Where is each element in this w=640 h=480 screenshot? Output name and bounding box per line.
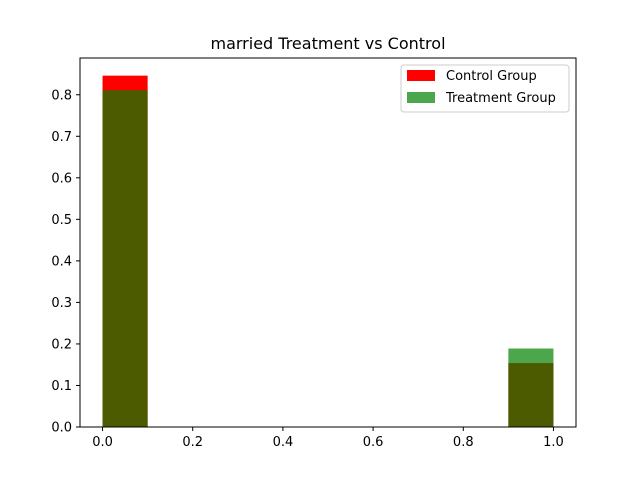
x-tick-label-1: 0.2	[182, 435, 203, 450]
legend-label-control: Control Group	[446, 69, 537, 84]
bar-treatment-0	[102, 90, 148, 427]
y-tick-label-0: 0.0	[51, 421, 72, 436]
legend-frame	[400, 64, 570, 113]
bar-treatment-1	[508, 348, 554, 427]
y-tick-label-4: 0.4	[51, 254, 72, 269]
y-tick-label-1: 0.1	[51, 379, 72, 394]
x-tick-label-4: 0.8	[453, 435, 474, 450]
plot-frame	[79, 57, 577, 428]
legend: Control Group Treatment Group	[400, 64, 570, 113]
x-tick-label-2: 0.4	[273, 435, 294, 450]
x-tick-label-3: 0.6	[363, 435, 384, 450]
y-tick-label-7: 0.7	[51, 130, 72, 145]
legend-swatch-control	[407, 70, 435, 81]
x-tick-label-0: 0.0	[92, 435, 113, 450]
x-axis: 0.0 0.2 0.4 0.6 0.8 1.0	[92, 427, 564, 450]
chart-title: married Treatment vs Control	[210, 34, 445, 53]
legend-swatch-treatment	[407, 92, 435, 103]
y-tick-label-5: 0.5	[51, 213, 72, 228]
legend-label-treatment: Treatment Group	[445, 91, 556, 106]
y-tick-label-6: 0.6	[51, 171, 72, 186]
x-tick-label-5: 1.0	[543, 435, 564, 450]
y-axis: 0.0 0.1 0.2 0.3 0.4 0.5 0.6 0.7 0.8	[51, 88, 80, 436]
y-tick-label-3: 0.3	[51, 296, 72, 311]
y-tick-label-2: 0.2	[51, 337, 72, 352]
bars-layer	[102, 75, 554, 427]
y-tick-label-8: 0.8	[51, 88, 72, 103]
